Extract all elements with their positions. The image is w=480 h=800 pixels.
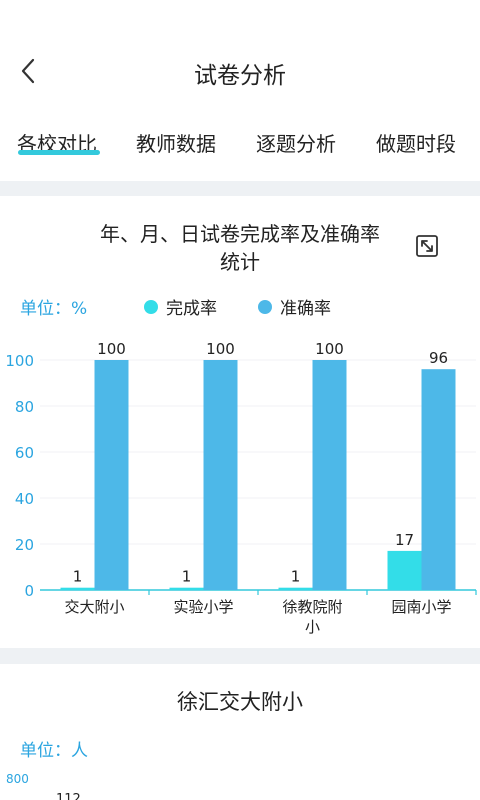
app-header: 试卷分析	[0, 0, 480, 110]
y-tick-label: 800	[6, 772, 29, 786]
tab-question-analysis[interactable]: 逐题分析	[256, 132, 336, 156]
tab-time-period[interactable]: 做题时段	[376, 132, 456, 156]
chart-legend: 单位：% 完成率 准确率	[0, 292, 480, 320]
chart-title-line1: 年、月、日试卷完成率及准确率	[100, 222, 380, 246]
x-category-label: 徐教院附	[282, 598, 342, 616]
legend-label-accuracy: 准确率	[280, 299, 331, 319]
bar-value-label: 96	[429, 349, 448, 367]
bar-value-label: 100	[97, 340, 126, 358]
bar-completion	[60, 587, 95, 590]
bar-completion	[387, 550, 422, 590]
y-tick-label: 20	[15, 536, 34, 554]
bar-accuracy	[312, 360, 347, 590]
chart-title-line2: 统计	[220, 250, 260, 274]
bar-value-label: 1	[182, 568, 192, 586]
x-category-label: 园南小学	[391, 598, 451, 616]
y-tick-label: 60	[15, 444, 34, 462]
chevron-left-icon	[21, 58, 35, 84]
chart-title: 年、月、日试卷完成率及准确率 统计	[40, 220, 440, 276]
section-divider-2	[0, 648, 480, 664]
y-tick-label: 80	[15, 398, 34, 416]
bar-value-label: 100	[206, 340, 235, 358]
data-label: 112	[56, 792, 81, 800]
bar-value-label: 17	[395, 531, 414, 549]
y-tick-label: 40	[15, 490, 34, 508]
legend-label-completion: 完成率	[166, 299, 217, 319]
school-detail-title: 徐汇交大附小	[177, 690, 303, 714]
legend-dot-accuracy	[258, 299, 272, 314]
bar-accuracy	[421, 369, 456, 590]
active-tab-indicator	[18, 150, 100, 155]
bar-value-label: 100	[315, 340, 344, 358]
tab-bar: 各校对比 教师数据 逐题分析 做题时段	[0, 122, 480, 168]
section-divider	[0, 181, 480, 196]
legend-dot-completion	[144, 299, 158, 314]
school-detail-card	[0, 664, 480, 800]
bar-accuracy	[203, 360, 238, 590]
expand-button[interactable]	[414, 233, 440, 259]
y-tick-label: 0	[24, 582, 34, 600]
expand-icon	[416, 235, 438, 257]
bar-value-label: 1	[291, 568, 301, 586]
legend-item-accuracy: 准确率	[258, 294, 331, 319]
page-title: 试卷分析	[194, 63, 286, 89]
x-category-label: 实验小学	[173, 598, 233, 616]
bar-completion	[169, 587, 204, 590]
x-category-label: 交大附小	[64, 598, 124, 616]
bar-value-label: 1	[73, 568, 83, 586]
unit-label: 单位：%	[20, 299, 88, 319]
bar-accuracy	[94, 360, 129, 590]
school-detail-unit: 单位：人	[20, 741, 88, 761]
x-category-label: 小	[305, 618, 320, 636]
bar-completion	[278, 587, 313, 590]
legend-item-completion: 完成率	[144, 294, 217, 319]
y-tick-label: 100	[5, 352, 34, 370]
back-button[interactable]	[14, 54, 42, 88]
tab-teacher-data[interactable]: 教师数据	[136, 132, 216, 156]
